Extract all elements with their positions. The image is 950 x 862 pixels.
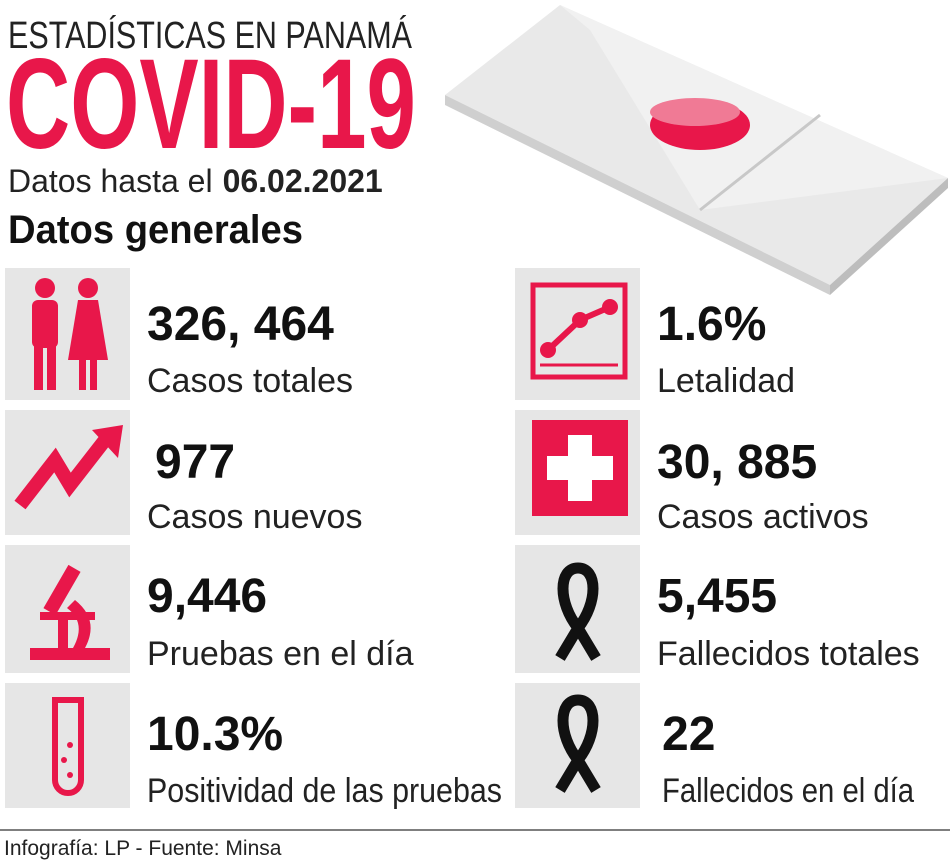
slide-illustration: [445, 5, 948, 295]
stat-value: 326, 464: [147, 298, 334, 351]
stat-value: 9,446: [147, 570, 267, 623]
stat-value: 5,455: [657, 570, 777, 623]
stat-value: 30, 885: [657, 436, 817, 489]
stat-value: 977: [155, 436, 235, 489]
stat-value: 22: [662, 708, 715, 761]
stat-value: 10.3%: [147, 708, 283, 761]
date-line: Datos hasta el 06.02.2021: [8, 163, 383, 199]
section-title: Datos generales: [8, 208, 303, 252]
stat-value: 1.6%: [657, 298, 766, 351]
date-prefix: Datos hasta el: [8, 163, 213, 199]
stat-label: Casos activos: [657, 498, 869, 536]
footer: Infografía: LP - Fuente: Minsa: [4, 837, 282, 860]
icons: [5, 268, 640, 808]
title: COVID-19: [6, 33, 416, 176]
stat-label: Pruebas en el día: [147, 635, 414, 673]
stat-label: Fallecidos totales: [657, 635, 920, 673]
stat-label: Casos totales: [147, 362, 353, 400]
stat-label: Positividad de las pruebas: [147, 772, 502, 810]
stat-label: Fallecidos en el día: [662, 772, 914, 810]
date: 06.02.2021: [223, 163, 383, 199]
supertitle: ESTADÍSTICAS EN PANAMÁ: [8, 14, 413, 57]
stat-label: Letalidad: [657, 362, 795, 400]
stat-label: Casos nuevos: [147, 498, 362, 536]
